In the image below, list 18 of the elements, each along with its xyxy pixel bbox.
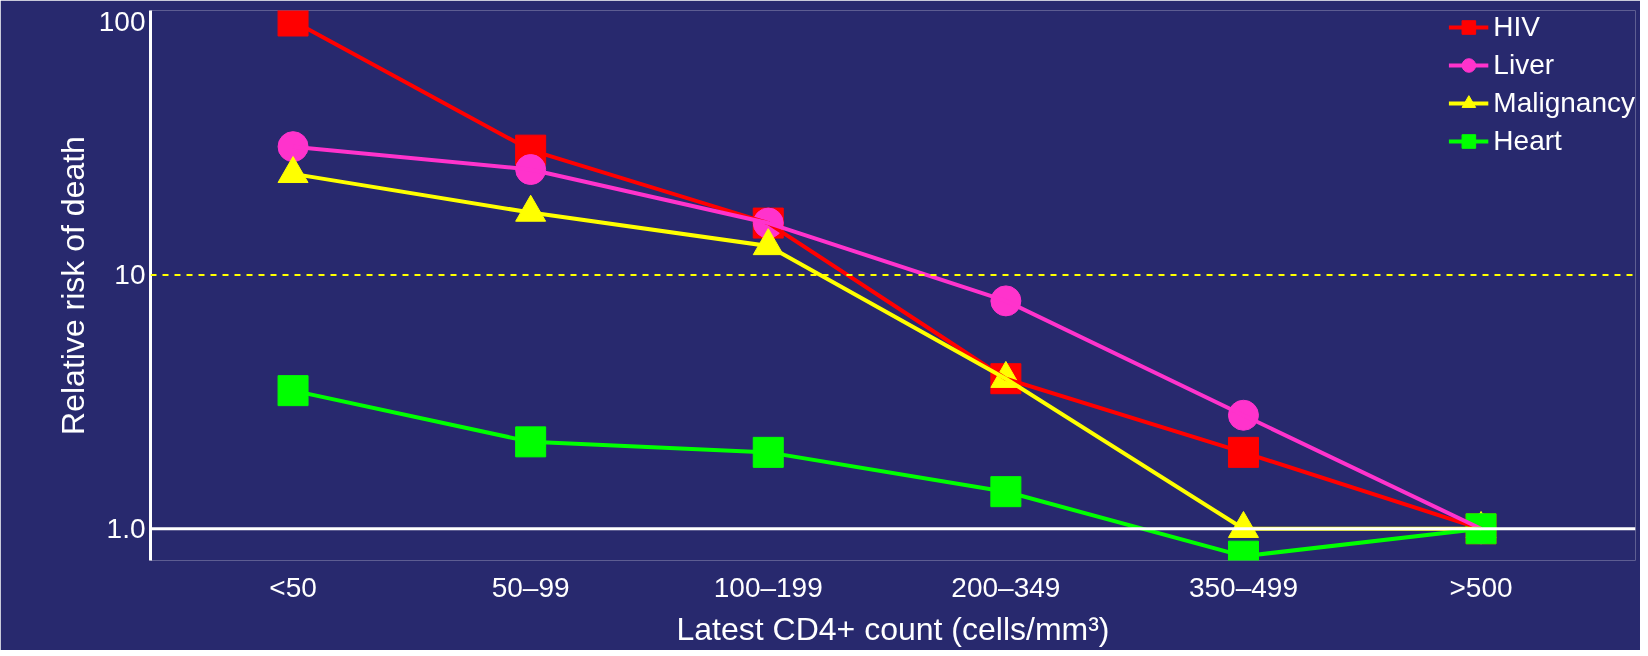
- legend-label: HIV: [1493, 11, 1541, 43]
- legend-label: Heart: [1493, 125, 1562, 157]
- legend-label: Liver: [1493, 49, 1555, 81]
- y-tick-label: 10: [114, 259, 146, 291]
- x-tick-label: >500: [1449, 571, 1513, 603]
- legend-label: Malignancy: [1493, 87, 1635, 119]
- x-tick-label: 100–199: [713, 571, 823, 603]
- point: [990, 476, 1022, 508]
- x-tick-label: 350–499: [1188, 571, 1298, 603]
- y-tick-label: 100: [98, 5, 146, 37]
- point: [277, 131, 309, 163]
- y-axis-title: Relative risk of death: [54, 136, 91, 435]
- point: [277, 375, 309, 407]
- y-tick-label: 1.0: [106, 513, 146, 545]
- x-tick-label: 50–99: [491, 571, 570, 603]
- x-tick-label: <50: [269, 571, 317, 603]
- x-axis-title: Latest CD4+ count (cells/mm³): [676, 610, 1110, 647]
- x-tick-label: 200–349: [951, 571, 1061, 603]
